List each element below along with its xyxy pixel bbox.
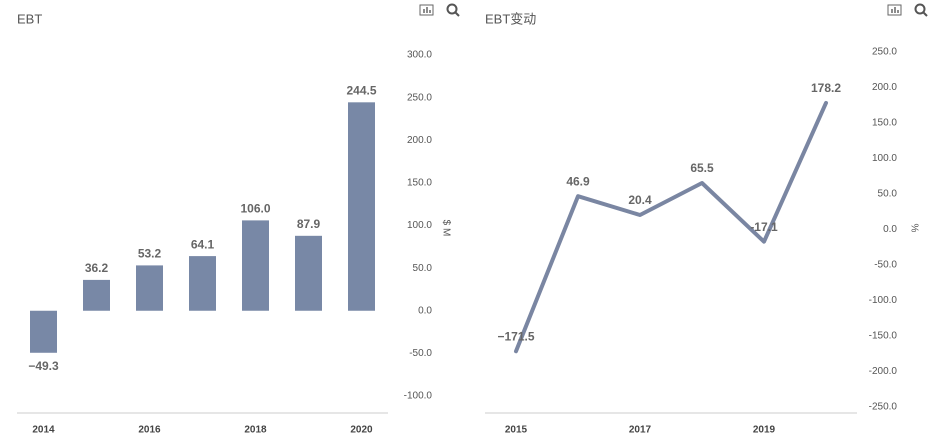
- value-label: 53.2: [138, 247, 162, 261]
- value-label: 36.2: [85, 261, 109, 275]
- x-tick-label: 2017: [629, 425, 652, 436]
- y-tick-label: 300.0: [407, 50, 432, 61]
- y-axis-label: %: [908, 224, 919, 233]
- toolbar-2[interactable]: [887, 3, 928, 17]
- line: [514, 100, 828, 354]
- value-label: −171.5: [497, 329, 534, 343]
- y-axis-label: $ M: [440, 220, 451, 237]
- value-label: −49.3: [28, 359, 59, 373]
- y-tick-label: -150.0: [869, 331, 898, 342]
- x-tick-label: 2019: [753, 425, 776, 436]
- value-label: 178.2: [811, 81, 841, 95]
- y-tick-label: -50.0: [874, 260, 897, 271]
- y-tick-label: 100.0: [407, 220, 432, 231]
- x-tick-label: 2016: [138, 425, 161, 436]
- y-tick-label: -200.0: [869, 366, 898, 377]
- y-tick-label: -50.0: [409, 348, 432, 359]
- value-label: -17.1: [750, 220, 778, 234]
- y-tick-label: 250.0: [407, 92, 432, 103]
- bar: [83, 279, 110, 311]
- chart-title: EBT变动: [485, 11, 536, 26]
- value-label: 46.9: [566, 174, 590, 188]
- y-tick-label: 50.0: [413, 263, 433, 274]
- y-tick-label: -100.0: [404, 391, 433, 402]
- bar: [348, 102, 375, 311]
- x-tick-label: 2015: [505, 425, 528, 436]
- bar: [295, 235, 322, 311]
- toolbar-1[interactable]: [419, 3, 460, 17]
- value-label: 244.5: [346, 83, 376, 97]
- y-tick-label: -100.0: [869, 295, 898, 306]
- value-label: 64.1: [191, 237, 215, 251]
- y-tick-label: 50.0: [878, 189, 898, 200]
- bar: [189, 256, 216, 311]
- y-tick-label: 150.0: [872, 118, 897, 129]
- bar: [136, 265, 163, 311]
- y-tick-label: 100.0: [872, 153, 897, 164]
- x-tick-label: 2020: [350, 425, 373, 436]
- value-label: 65.5: [690, 161, 714, 175]
- y-tick-label: 250.0: [872, 47, 897, 58]
- x-tick-label: 2014: [32, 425, 55, 436]
- bar: [242, 220, 269, 311]
- y-tick-label: 0.0: [883, 224, 897, 235]
- x-tick-label: 2018: [244, 425, 267, 436]
- bar: [30, 310, 57, 353]
- y-tick-label: 200.0: [407, 135, 432, 146]
- y-tick-label: 150.0: [407, 178, 432, 189]
- chart-title: EBT: [17, 11, 42, 26]
- y-tick-label: 0.0: [418, 305, 432, 316]
- y-tick-label: -250.0: [869, 402, 898, 413]
- value-label: 87.9: [297, 217, 321, 231]
- value-label: 106.0: [240, 202, 270, 216]
- y-tick-label: 200.0: [872, 82, 897, 93]
- value-label: 20.4: [628, 193, 652, 207]
